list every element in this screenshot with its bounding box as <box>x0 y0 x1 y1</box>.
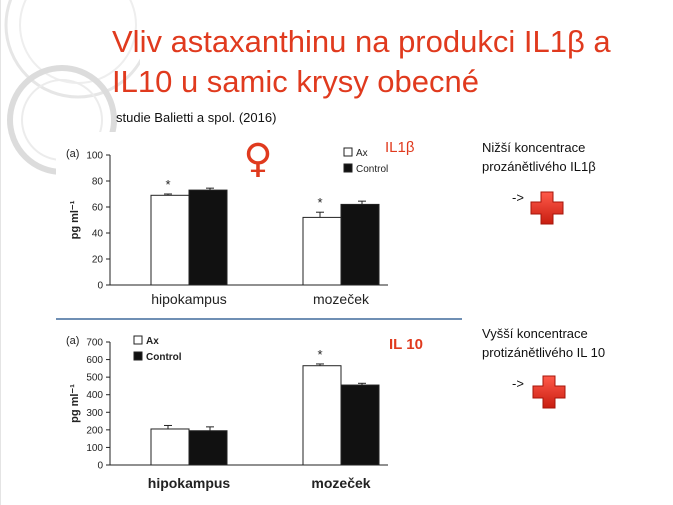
panel-label: (a) <box>66 148 79 160</box>
y-tick-label: 400 <box>86 390 103 401</box>
chart-panel-il1b: (a) pg ml⁻¹ 0 20 40 60 80 100 * hipokampus * mozeče… <box>56 132 448 316</box>
x-category-label: mozeček <box>313 291 370 307</box>
y-tick-label: 60 <box>92 203 104 214</box>
bar-ax-1 <box>302 365 342 466</box>
bar-control-1 <box>340 203 380 286</box>
legend-label-ax: Ax <box>146 336 159 347</box>
note-il1b-arrow: -> <box>512 190 524 205</box>
bar-control-1 <box>340 384 380 466</box>
y-tick-label: 300 <box>86 408 103 419</box>
bar-control-0 <box>188 430 228 466</box>
x-category-label: hipokampus <box>148 475 231 491</box>
red-cross-icon <box>532 375 566 409</box>
note-il10-line1: Vyšší koncentrace <box>482 326 588 341</box>
y-tick-label: 700 <box>86 338 103 349</box>
bar-control-0 <box>188 189 228 286</box>
y-tick-label: 200 <box>86 425 103 436</box>
legend-swatch-ax <box>133 335 143 345</box>
slide-title: Vliv astaxanthinu na produkci IL1β a IL1… <box>112 24 611 99</box>
y-tick-label: 40 <box>92 229 104 240</box>
significance-star: * <box>317 195 322 210</box>
y-axis-title: pg ml⁻¹ <box>69 200 81 239</box>
note-il10-arrow: -> <box>512 376 524 391</box>
significance-star: * <box>165 177 170 192</box>
panel-divider <box>56 318 462 320</box>
y-tick-label: 0 <box>97 461 103 472</box>
female-symbol-icon: ♀ <box>243 136 272 182</box>
bar-ax-0 <box>150 428 190 466</box>
bar-ax-0 <box>150 194 190 286</box>
legend-label-control: Control <box>356 164 388 175</box>
x-category-label: mozeček <box>311 475 370 491</box>
y-tick-label: 20 <box>92 255 104 266</box>
il10-bar-chart: (a) pg ml⁻¹ 0 100 200 300 400 500 600 700 hipokamp… <box>66 335 423 491</box>
y-axis-title: pg ml⁻¹ <box>69 384 81 423</box>
note-il1b-line2: prozánětlivého IL1β <box>482 159 596 174</box>
il1b-bar-chart: (a) pg ml⁻¹ 0 20 40 60 80 100 * hipokampus * mozeče… <box>66 136 415 307</box>
cytokine-label: IL1β <box>385 139 415 156</box>
y-tick-label: 600 <box>86 355 103 366</box>
note-il10: Vyšší koncentrace protizánětlivého IL 10… <box>482 324 605 393</box>
legend-swatch-control <box>133 351 143 361</box>
y-tick-label: 500 <box>86 373 103 384</box>
panel-label: (a) <box>66 335 79 347</box>
legend-swatch-control <box>343 163 353 173</box>
study-citation: studie Balietti a spol. (2016) <box>116 110 277 125</box>
note-il1b-line1: Nižší koncentrace <box>482 140 586 155</box>
cytokine-label: IL 10 <box>389 336 423 353</box>
x-category-label: hipokampus <box>151 291 227 307</box>
note-il10-line2: protizánětlivého IL 10 <box>482 345 606 360</box>
y-tick-label: 0 <box>97 281 103 292</box>
y-tick-label: 100 <box>86 151 103 162</box>
chart-panel-il10: (a) pg ml⁻¹ 0 100 200 300 400 500 600 700 hipokamp… <box>56 322 448 505</box>
y-tick-label: 80 <box>92 177 104 188</box>
significance-star: * <box>317 347 322 362</box>
y-tick-label: 100 <box>86 443 103 454</box>
legend-label-control: Control <box>146 352 182 363</box>
bar-ax-1 <box>302 216 342 286</box>
legend-swatch-ax <box>343 147 353 157</box>
note-il1b: Nižší koncentrace prozánětlivého IL1β -> <box>482 138 596 207</box>
legend-label-ax: Ax <box>356 148 368 159</box>
red-cross-icon <box>530 191 564 225</box>
